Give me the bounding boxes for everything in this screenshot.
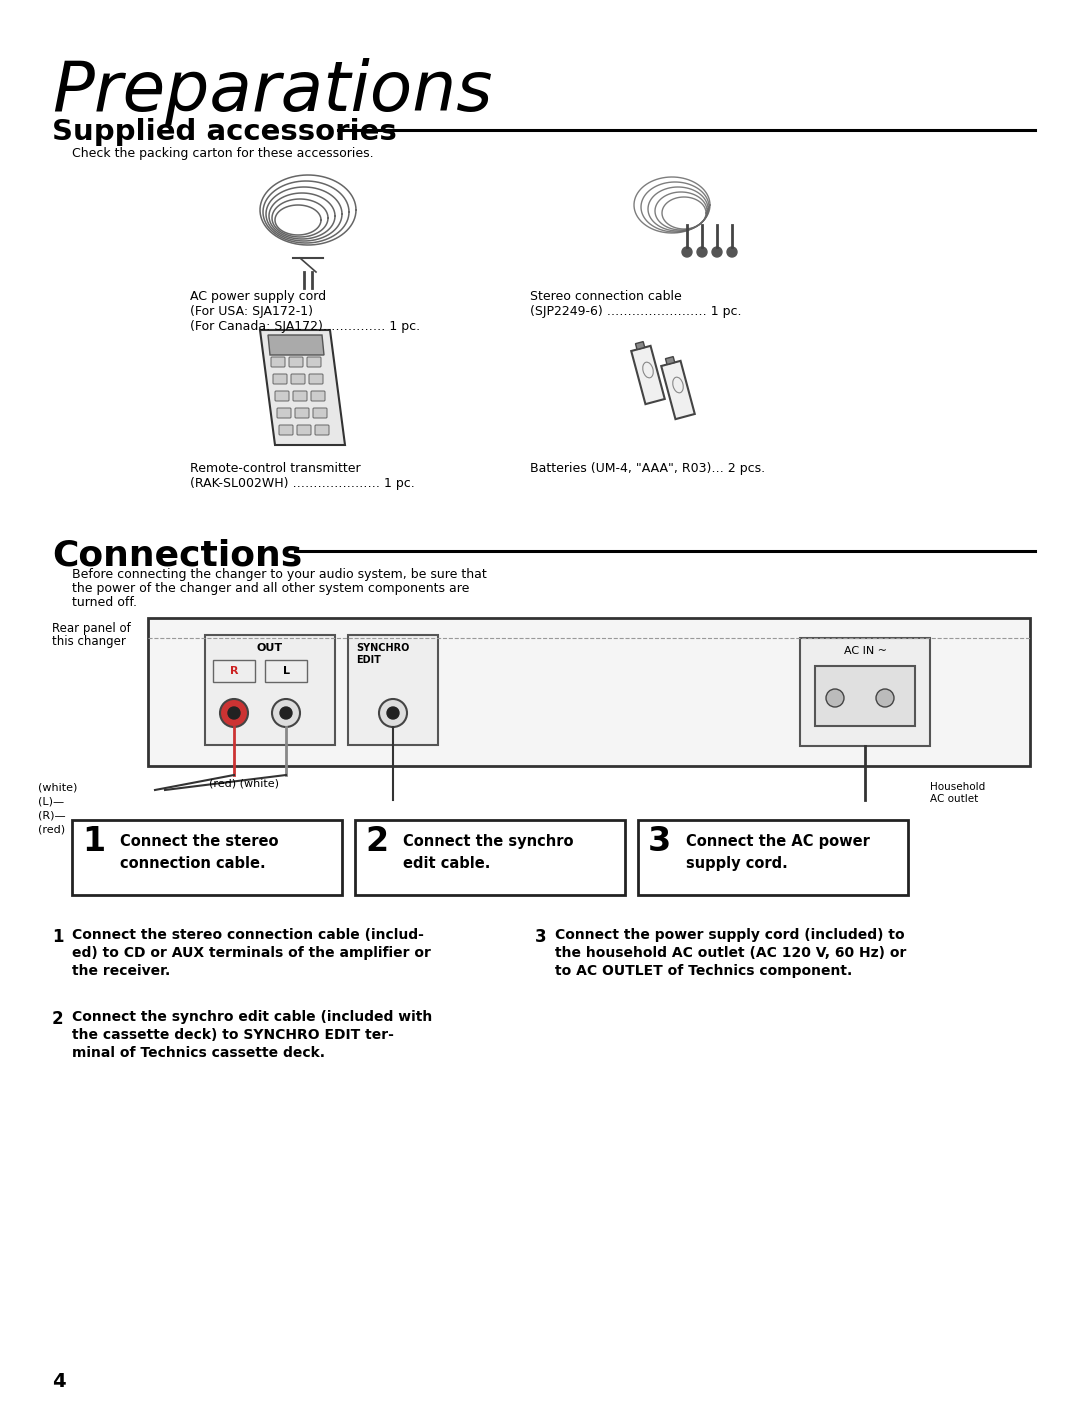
- Circle shape: [387, 706, 399, 719]
- Bar: [265, 660, 307, 682]
- Text: Connect the synchro edit cable (included with: Connect the synchro edit cable (included…: [72, 1010, 432, 1024]
- FancyBboxPatch shape: [275, 391, 289, 401]
- Bar: [355, 820, 625, 895]
- FancyBboxPatch shape: [311, 391, 325, 401]
- Ellipse shape: [643, 362, 653, 378]
- Text: 2: 2: [52, 1010, 64, 1029]
- Text: ed) to CD or AUX terminals of the amplifier or: ed) to CD or AUX terminals of the amplif…: [72, 946, 431, 960]
- Text: Remote-control transmitter: Remote-control transmitter: [190, 461, 361, 476]
- Text: Supplied accessories: Supplied accessories: [52, 118, 396, 146]
- Text: AC power supply cord: AC power supply cord: [190, 290, 326, 303]
- Text: (red): (red): [38, 825, 65, 834]
- Circle shape: [280, 706, 292, 719]
- Bar: [72, 820, 342, 895]
- Text: R: R: [230, 666, 239, 675]
- Text: the power of the changer and all other system components are: the power of the changer and all other s…: [72, 582, 470, 595]
- Ellipse shape: [673, 377, 684, 393]
- Circle shape: [712, 248, 723, 257]
- FancyBboxPatch shape: [276, 408, 291, 418]
- Bar: [205, 635, 335, 744]
- Text: 4: 4: [52, 1372, 66, 1392]
- Bar: [638, 820, 908, 895]
- Polygon shape: [260, 331, 345, 445]
- Text: (RAK-SL002WH) ………………… 1 pc.: (RAK-SL002WH) ………………… 1 pc.: [190, 477, 415, 490]
- Text: the cassette deck) to SYNCHRO EDIT ter-: the cassette deck) to SYNCHRO EDIT ter-: [72, 1029, 394, 1043]
- Text: Connect the power supply cord (included) to: Connect the power supply cord (included)…: [555, 929, 905, 943]
- Text: 1: 1: [52, 929, 64, 946]
- Bar: [213, 660, 255, 682]
- Text: (L)—: (L)—: [38, 796, 64, 806]
- Circle shape: [272, 699, 300, 727]
- FancyBboxPatch shape: [291, 374, 305, 384]
- FancyBboxPatch shape: [309, 374, 323, 384]
- Polygon shape: [665, 356, 675, 364]
- Circle shape: [826, 689, 843, 706]
- Text: (white): (white): [38, 782, 78, 792]
- Circle shape: [681, 248, 692, 257]
- Text: the household AC outlet (AC 120 V, 60 Hz) or: the household AC outlet (AC 120 V, 60 Hz…: [555, 946, 906, 960]
- Text: Check the packing carton for these accessories.: Check the packing carton for these acces…: [72, 146, 374, 160]
- Polygon shape: [661, 360, 694, 419]
- Circle shape: [697, 248, 707, 257]
- Text: SYNCHRO: SYNCHRO: [356, 643, 409, 653]
- Text: the receiver.: the receiver.: [72, 964, 171, 978]
- Circle shape: [220, 699, 248, 727]
- Text: (For Canada: SJA172)…………… 1 pc.: (For Canada: SJA172)…………… 1 pc.: [190, 319, 420, 333]
- Text: Connect the stereo
connection cable.: Connect the stereo connection cable.: [120, 834, 279, 871]
- FancyBboxPatch shape: [297, 425, 311, 435]
- Text: 3: 3: [648, 825, 672, 858]
- Text: 2: 2: [365, 825, 388, 858]
- Text: OUT: OUT: [257, 643, 283, 653]
- FancyBboxPatch shape: [289, 357, 303, 367]
- Text: EDIT: EDIT: [356, 656, 381, 666]
- FancyBboxPatch shape: [315, 425, 329, 435]
- Text: Preparations: Preparations: [52, 58, 492, 125]
- Text: AC outlet: AC outlet: [930, 794, 978, 803]
- Bar: [800, 637, 930, 746]
- Text: Connect the synchro
edit cable.: Connect the synchro edit cable.: [403, 834, 573, 871]
- Text: this changer: this changer: [52, 635, 126, 649]
- Text: (red) (white): (red) (white): [210, 778, 279, 788]
- Text: 1: 1: [82, 825, 105, 858]
- Text: Rear panel of: Rear panel of: [52, 622, 131, 635]
- Circle shape: [876, 689, 894, 706]
- Text: to AC OUTLET of Technics component.: to AC OUTLET of Technics component.: [555, 964, 852, 978]
- Text: Before connecting the changer to your audio system, be sure that: Before connecting the changer to your au…: [72, 568, 487, 581]
- Circle shape: [727, 248, 737, 257]
- Polygon shape: [631, 346, 665, 404]
- Text: (R)—: (R)—: [38, 810, 66, 820]
- Text: Connections: Connections: [52, 537, 302, 573]
- Circle shape: [379, 699, 407, 727]
- Text: Stereo connection cable: Stereo connection cable: [530, 290, 681, 303]
- Bar: [815, 666, 915, 726]
- FancyBboxPatch shape: [273, 374, 287, 384]
- FancyBboxPatch shape: [295, 408, 309, 418]
- Text: Connect the AC power
supply cord.: Connect the AC power supply cord.: [686, 834, 869, 871]
- Bar: [148, 618, 1030, 765]
- Text: minal of Technics cassette deck.: minal of Technics cassette deck.: [72, 1045, 325, 1059]
- Text: AC IN ~: AC IN ~: [843, 646, 887, 656]
- Bar: [348, 635, 438, 744]
- FancyBboxPatch shape: [271, 357, 285, 367]
- Polygon shape: [268, 335, 324, 355]
- FancyBboxPatch shape: [279, 425, 293, 435]
- FancyBboxPatch shape: [293, 391, 307, 401]
- Text: Batteries (UM-4, "AAA", R03)… 2 pcs.: Batteries (UM-4, "AAA", R03)… 2 pcs.: [530, 461, 765, 476]
- Text: L: L: [283, 666, 289, 675]
- Text: 3: 3: [535, 929, 546, 946]
- Text: (SJP2249-6) …………………… 1 pc.: (SJP2249-6) …………………… 1 pc.: [530, 305, 742, 318]
- Polygon shape: [635, 342, 645, 349]
- Text: turned off.: turned off.: [72, 597, 137, 609]
- Text: Connect the stereo connection cable (includ-: Connect the stereo connection cable (inc…: [72, 929, 423, 943]
- FancyBboxPatch shape: [313, 408, 327, 418]
- FancyBboxPatch shape: [307, 357, 321, 367]
- Circle shape: [228, 706, 240, 719]
- Text: (For USA: SJA172-1): (For USA: SJA172-1): [190, 305, 313, 318]
- Text: Household: Household: [930, 782, 985, 792]
